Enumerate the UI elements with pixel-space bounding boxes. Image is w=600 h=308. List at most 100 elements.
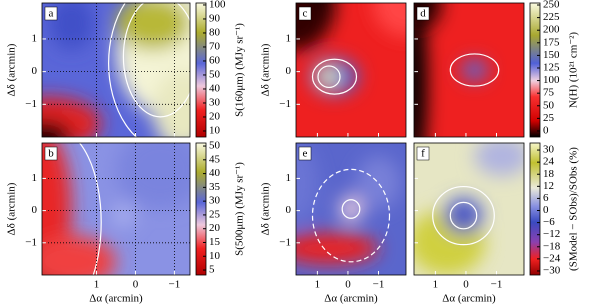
y-tick-label: 0 bbox=[286, 65, 292, 77]
x-tick-label: 1 bbox=[315, 279, 321, 291]
map-blob bbox=[414, 3, 428, 137]
x-axis-label: Δα (arcmin) bbox=[442, 293, 496, 305]
x-tick-label: −1 bbox=[169, 279, 181, 291]
y-tick-label: −1 bbox=[25, 98, 37, 110]
colorbar-tick-label: 50 bbox=[543, 99, 555, 111]
colorbar-tick-label: 250 bbox=[543, 0, 560, 11]
panel-label: f bbox=[421, 148, 425, 160]
y-tick-label: 0 bbox=[32, 204, 38, 216]
frame bbox=[41, 142, 191, 276]
colorbar-tick-label: 50 bbox=[209, 140, 221, 152]
frame bbox=[295, 142, 407, 276]
colorbar-tick-label: 24 bbox=[543, 156, 555, 168]
contour bbox=[78, 143, 102, 275]
map-blob bbox=[42, 120, 72, 137]
panel-label-box bbox=[416, 146, 430, 161]
y-tick-label: −1 bbox=[25, 236, 37, 248]
contour bbox=[122, 3, 190, 118]
colorbar bbox=[529, 2, 541, 138]
colorbar-tick-label: 75 bbox=[543, 87, 555, 99]
colorbar-tick-label: −24 bbox=[543, 252, 561, 264]
frame bbox=[413, 2, 525, 138]
y-tick-label: −1 bbox=[279, 98, 291, 110]
colorbar-label: N(H) (10²¹ cm⁻²) bbox=[568, 32, 580, 109]
colorbar-tick-label: 6 bbox=[543, 192, 549, 204]
y-axis-label: Δδ (arcmin) bbox=[6, 182, 18, 235]
x-tick-label: −1 bbox=[373, 279, 385, 291]
colorbar-tick-label: 15 bbox=[209, 236, 221, 248]
y-tick-label: −1 bbox=[279, 236, 291, 248]
map-blob bbox=[116, 143, 190, 209]
colorbar-tick-label: 175 bbox=[543, 36, 560, 48]
x-tick-label: −1 bbox=[491, 279, 503, 291]
map-image bbox=[414, 143, 524, 275]
contour bbox=[311, 168, 391, 263]
colorbar-tick-label: 60 bbox=[209, 54, 221, 66]
panel-label: d bbox=[420, 8, 426, 20]
colorbar-tick-label: −30 bbox=[543, 265, 561, 277]
y-tick-label: 1 bbox=[286, 172, 292, 184]
x-tick-label: 1 bbox=[94, 279, 100, 291]
y-axis-label: Δδ (arcmin) bbox=[6, 43, 18, 96]
colorbar-tick-label: 25 bbox=[209, 208, 221, 220]
map-blob bbox=[42, 235, 116, 275]
map-image bbox=[296, 3, 406, 137]
frame bbox=[41, 2, 191, 138]
contour bbox=[449, 201, 478, 230]
map-blob bbox=[153, 70, 190, 137]
y-tick-label: 0 bbox=[32, 65, 38, 77]
y-axis-label: Δδ (arcmin) bbox=[260, 43, 272, 96]
y-axis-label: Δδ (arcmin) bbox=[260, 182, 272, 235]
colorbar-tick-label: 20 bbox=[209, 111, 221, 123]
map-image bbox=[414, 3, 524, 137]
colorbar bbox=[195, 142, 207, 276]
map-blob bbox=[461, 59, 488, 81]
colorbar-tick-label: 25 bbox=[543, 112, 555, 124]
map-blob bbox=[373, 3, 406, 37]
panel-label: b bbox=[48, 148, 54, 160]
contour bbox=[449, 53, 500, 87]
map-blobs bbox=[296, 3, 406, 96]
colorbar-label: S(500μm) (MJy sr⁻¹) bbox=[234, 162, 246, 256]
map-image bbox=[42, 3, 190, 137]
panel-label: c bbox=[303, 8, 308, 20]
map-blob bbox=[116, 3, 190, 50]
map-image bbox=[296, 143, 406, 275]
frame bbox=[295, 2, 407, 138]
x-tick-label: 0 bbox=[345, 279, 351, 291]
map-blob bbox=[296, 143, 318, 223]
contour bbox=[317, 65, 341, 89]
panel-label: e bbox=[303, 148, 308, 160]
colorbar-tick-label: 225 bbox=[543, 11, 560, 23]
colorbar-tick-label: 150 bbox=[543, 49, 560, 61]
frame bbox=[413, 142, 525, 276]
colorbar-tick-label: 50 bbox=[209, 69, 221, 81]
colorbar-label: (SModel − SObs)/SObs (%) bbox=[568, 147, 580, 271]
map-blob bbox=[49, 3, 94, 50]
map-blob bbox=[296, 232, 379, 265]
colorbar-tick-label: 200 bbox=[543, 24, 560, 36]
colorbar-tick-label: −12 bbox=[543, 228, 560, 240]
colorbar-tick-label: 100 bbox=[543, 74, 560, 86]
contour bbox=[311, 58, 358, 95]
x-tick-label: 0 bbox=[463, 279, 469, 291]
colorbar-tick-label: 30 bbox=[209, 195, 221, 207]
panel-label-box bbox=[44, 6, 58, 21]
x-tick-label: 1 bbox=[433, 279, 439, 291]
colorbar-tick-label: 10 bbox=[209, 125, 221, 137]
map-blobs bbox=[414, 3, 488, 137]
y-tick-label: 1 bbox=[32, 172, 38, 184]
colorbar-tick-label: 10 bbox=[209, 250, 221, 262]
colorbar-tick-label: −6 bbox=[543, 216, 555, 228]
colorbar-tick-label: 18 bbox=[543, 168, 555, 180]
panel-label-box bbox=[44, 146, 58, 161]
colorbar-tick-label: 40 bbox=[209, 167, 221, 179]
colorbar bbox=[529, 142, 541, 276]
y-tick-label: 0 bbox=[286, 204, 292, 216]
colorbar-tick-label: 90 bbox=[209, 12, 221, 24]
map-blobs bbox=[42, 3, 190, 137]
colorbar-tick-label: 20 bbox=[209, 222, 221, 234]
x-tick-label: 0 bbox=[133, 279, 139, 291]
map-blob bbox=[111, 205, 136, 227]
y-tick-label: 1 bbox=[32, 32, 38, 44]
